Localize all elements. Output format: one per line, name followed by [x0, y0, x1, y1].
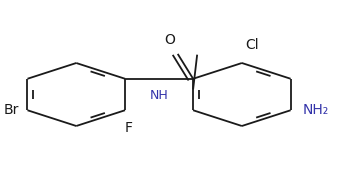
Text: F: F: [124, 121, 132, 135]
Text: Br: Br: [4, 103, 19, 117]
Text: NH₂: NH₂: [302, 103, 329, 117]
Text: Cl: Cl: [245, 38, 259, 52]
Text: O: O: [165, 33, 175, 47]
Text: NH: NH: [150, 89, 168, 102]
